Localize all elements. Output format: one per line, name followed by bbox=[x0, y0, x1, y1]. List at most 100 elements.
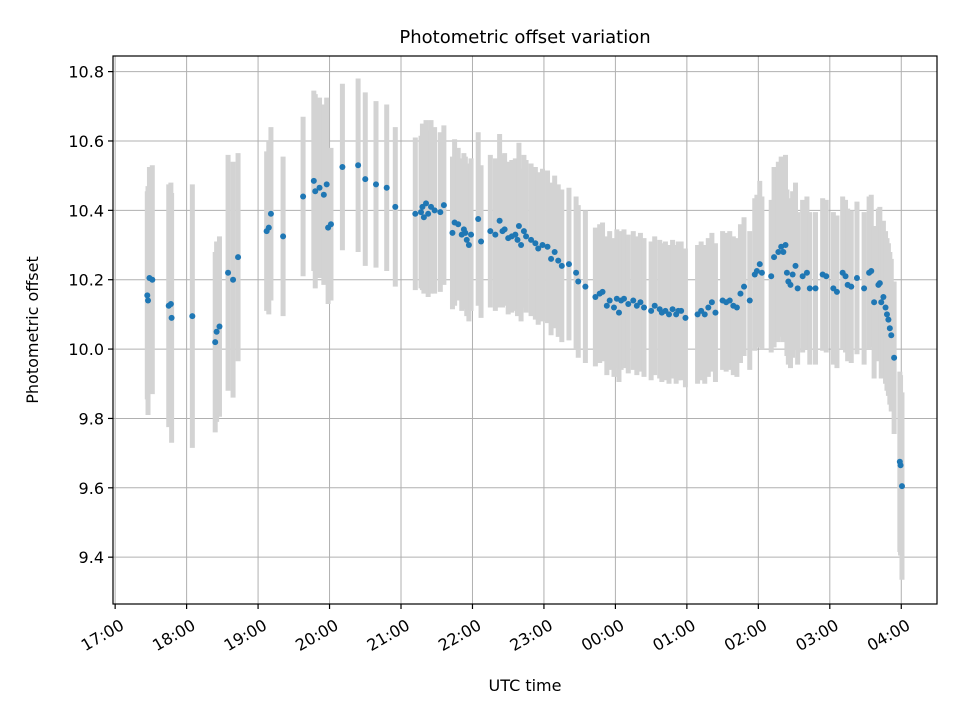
data-point bbox=[463, 236, 470, 243]
data-point bbox=[418, 209, 425, 216]
data-point bbox=[803, 269, 810, 276]
data-point bbox=[501, 226, 508, 233]
data-point bbox=[648, 307, 655, 314]
data-point bbox=[682, 314, 689, 321]
y-tick-label: 10.0 bbox=[68, 340, 104, 359]
data-point bbox=[512, 231, 519, 238]
data-point bbox=[640, 304, 647, 311]
y-tick-label: 10.4 bbox=[68, 201, 104, 220]
data-point bbox=[891, 354, 898, 361]
data-point bbox=[758, 269, 765, 276]
data-point bbox=[705, 304, 712, 311]
data-point bbox=[883, 311, 890, 318]
data-point bbox=[544, 243, 551, 250]
data-point bbox=[230, 276, 237, 283]
data-point bbox=[431, 207, 438, 214]
data-point bbox=[437, 209, 444, 216]
data-point bbox=[225, 269, 232, 276]
data-point bbox=[362, 176, 369, 183]
data-point bbox=[637, 299, 644, 306]
data-point bbox=[701, 311, 708, 318]
data-point bbox=[280, 233, 287, 240]
data-point bbox=[871, 299, 878, 306]
data-point bbox=[606, 297, 613, 304]
y-axis-label: Photometric offset bbox=[23, 256, 42, 404]
data-point bbox=[780, 248, 787, 255]
data-point bbox=[592, 294, 599, 301]
data-point bbox=[886, 325, 893, 332]
data-point bbox=[555, 257, 562, 264]
data-point bbox=[603, 302, 610, 309]
data-point bbox=[853, 274, 860, 281]
data-point bbox=[300, 193, 307, 200]
x-axis-label: UTC time bbox=[489, 676, 562, 695]
data-point bbox=[167, 300, 174, 307]
data-point bbox=[320, 191, 327, 198]
data-point bbox=[212, 339, 219, 346]
data-point bbox=[235, 254, 242, 261]
data-point bbox=[412, 210, 419, 217]
data-point bbox=[712, 309, 719, 316]
data-point bbox=[312, 188, 319, 195]
data-point bbox=[425, 210, 432, 217]
data-point bbox=[768, 273, 775, 280]
data-point bbox=[888, 332, 895, 339]
data-point bbox=[812, 285, 819, 292]
y-tick-label: 10.2 bbox=[68, 271, 104, 290]
data-point bbox=[528, 236, 535, 243]
data-point bbox=[775, 248, 782, 255]
data-point bbox=[868, 268, 875, 275]
data-point bbox=[783, 269, 790, 276]
data-point bbox=[520, 228, 527, 235]
data-point bbox=[842, 273, 849, 280]
data-point bbox=[792, 262, 799, 269]
data-point bbox=[599, 288, 606, 295]
data-point bbox=[551, 248, 558, 255]
data-point bbox=[168, 314, 175, 321]
data-point bbox=[806, 285, 813, 292]
data-point bbox=[496, 217, 503, 224]
y-tick-label: 9.4 bbox=[79, 548, 104, 567]
data-point bbox=[267, 210, 274, 217]
data-point bbox=[782, 242, 789, 249]
data-point bbox=[515, 222, 522, 229]
data-point bbox=[666, 311, 673, 318]
data-point bbox=[265, 224, 272, 231]
data-point bbox=[799, 273, 806, 280]
data-point bbox=[462, 229, 469, 236]
data-point bbox=[514, 236, 521, 243]
data-point bbox=[726, 297, 733, 304]
chart-title: Photometric offset variation bbox=[399, 27, 650, 48]
data-point bbox=[535, 245, 542, 252]
data-point bbox=[144, 292, 151, 299]
data-point bbox=[372, 181, 379, 188]
data-point bbox=[625, 300, 632, 307]
plot-frame bbox=[112, 55, 938, 605]
data-point bbox=[310, 177, 317, 184]
data-point bbox=[737, 290, 744, 297]
data-point bbox=[573, 269, 580, 276]
y-tick-label: 10.8 bbox=[68, 63, 104, 82]
data-point bbox=[833, 288, 840, 295]
data-point bbox=[756, 261, 763, 268]
data-point bbox=[565, 261, 572, 268]
data-point bbox=[678, 307, 685, 314]
data-point bbox=[610, 304, 617, 311]
data-point bbox=[898, 483, 905, 490]
data-point bbox=[794, 285, 801, 292]
data-point bbox=[548, 255, 555, 262]
data-point bbox=[145, 297, 152, 304]
data-point bbox=[733, 304, 740, 311]
data-point bbox=[449, 229, 456, 236]
data-point bbox=[787, 281, 794, 288]
data-point bbox=[532, 240, 539, 247]
data-point bbox=[861, 285, 868, 292]
data-point bbox=[582, 283, 589, 290]
data-point bbox=[440, 202, 447, 209]
data-point bbox=[518, 242, 525, 249]
data-point bbox=[620, 295, 627, 302]
data-point bbox=[355, 162, 362, 169]
data-point bbox=[558, 262, 565, 269]
data-point bbox=[575, 278, 582, 285]
